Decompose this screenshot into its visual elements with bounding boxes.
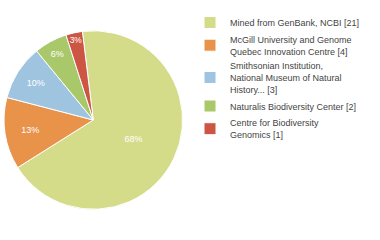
- svg-text:13%: 13%: [21, 125, 39, 135]
- svg-text:6%: 6%: [51, 49, 64, 59]
- svg-text:Naturalis Biodiversity Center: Naturalis Biodiversity Center [2]: [230, 102, 356, 112]
- svg-text:3%: 3%: [70, 35, 83, 45]
- svg-text:Mined from GenBank, NCBI [21]: Mined from GenBank, NCBI [21]: [230, 18, 359, 28]
- svg-text:Smithsonian Institution,Nation: Smithsonian Institution,National Museum …: [230, 61, 342, 94]
- svg-text:Centre for BiodiversityGenomic: Centre for BiodiversityGenomics [1]: [230, 118, 319, 140]
- svg-text:68%: 68%: [125, 134, 143, 144]
- svg-text:McGill University and GenomeQu: McGill University and GenomeQuebec Innov…: [230, 35, 352, 57]
- svg-text:10%: 10%: [27, 78, 45, 88]
